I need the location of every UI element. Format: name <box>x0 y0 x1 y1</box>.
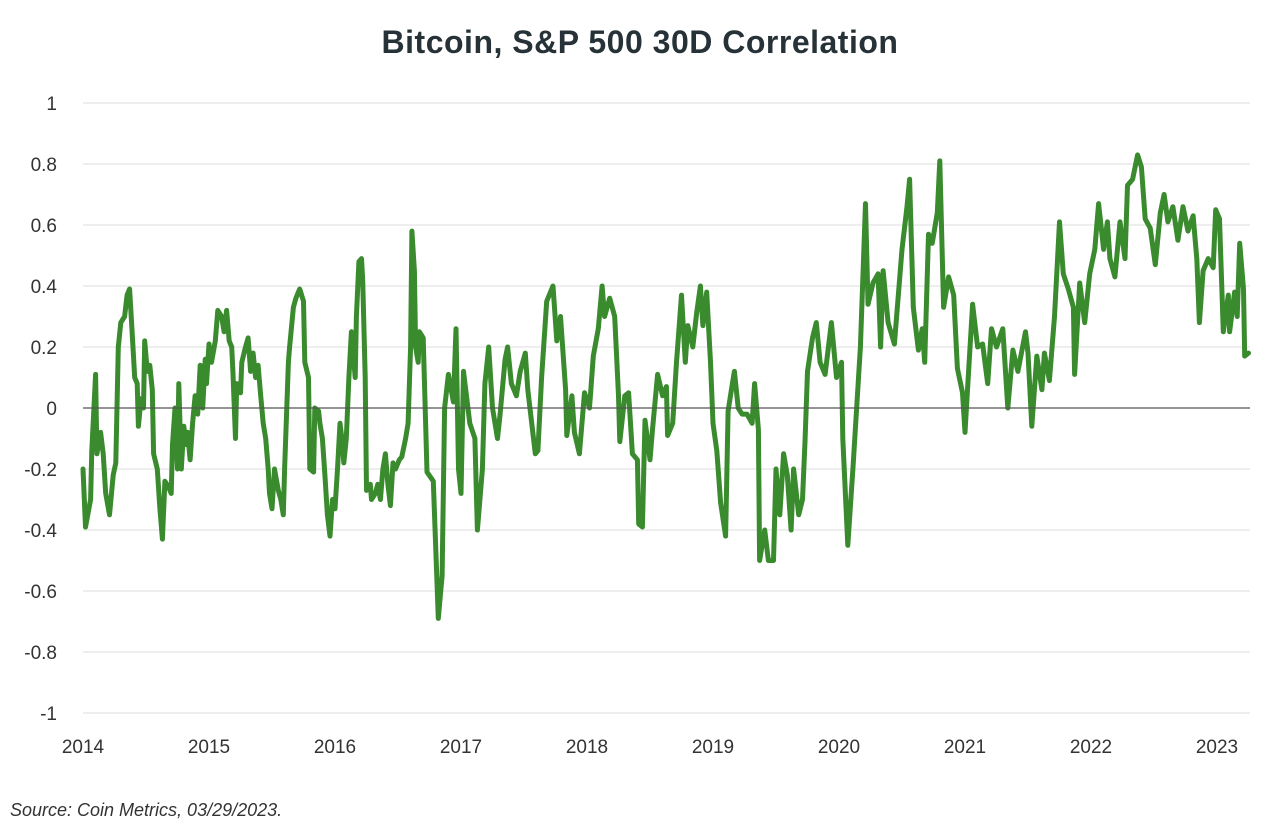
series-layer <box>80 152 1251 621</box>
y-tick-label: -1 <box>40 704 57 725</box>
y-tick-label: 0.4 <box>31 277 58 298</box>
x-tick-label: 2019 <box>692 737 734 758</box>
x-axis: 2014 2015 2016 2017 2018 2019 2020 2021 2022 2023 <box>62 737 1238 758</box>
x-tick-label: 2016 <box>314 737 356 758</box>
y-tick-label: -0.4 <box>24 521 57 542</box>
x-tick-label: 2015 <box>188 737 230 758</box>
x-tick-label: 2021 <box>944 737 986 758</box>
y-tick-label: -0.8 <box>24 643 57 664</box>
y-tick-label: -0.6 <box>24 582 57 603</box>
y-tick-label: 0.6 <box>31 216 57 237</box>
gridlines <box>83 102 1250 714</box>
series-line <box>80 152 1251 621</box>
x-tick-label: 2022 <box>1070 737 1112 758</box>
source-note: Source: Coin Metrics, 03/29/2023. <box>10 800 283 820</box>
y-tick-label: -0.2 <box>24 460 57 481</box>
x-tick-label: 2014 <box>62 737 105 758</box>
y-tick-label: 1 <box>46 94 57 115</box>
y-tick-label: 0.8 <box>31 155 57 176</box>
chart-title: Bitcoin, S&P 500 30D Correlation <box>381 24 899 60</box>
y-tick-label: 0.2 <box>31 338 57 359</box>
y-axis: 1 0.8 0.6 0.4 0.2 0 -0.2 -0.4 -0.6 -0.8 -1 <box>24 94 57 725</box>
x-tick-label: 2017 <box>440 737 482 758</box>
y-tick-label: 0 <box>46 399 57 420</box>
x-tick-label: 2023 <box>1196 737 1238 758</box>
x-tick-label: 2018 <box>566 737 608 758</box>
x-tick-label: 2020 <box>818 737 860 758</box>
